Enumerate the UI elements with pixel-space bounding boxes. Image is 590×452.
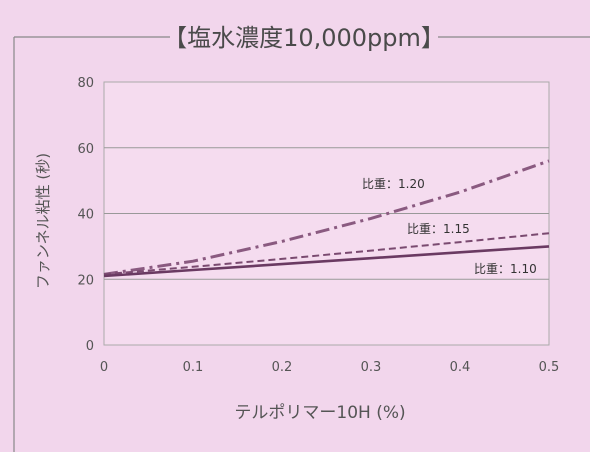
y-tick-label: 20 [77,273,94,288]
series-label-2: 比重：1.10 [474,262,537,276]
series-line-2 [103,245,550,278]
y-tick-label: 80 [77,76,94,91]
y-tick-label: 0 [86,339,94,354]
y-tick-label: 40 [77,208,94,223]
x-tick-label: 0.4 [450,360,471,375]
series-line-0 [103,159,550,276]
series-line-1 [103,232,550,276]
x-tick-label: 0.5 [539,360,560,375]
x-tick-label: 0.2 [272,360,293,375]
x-axis-label: テルポリマー10H (%) [234,403,405,423]
series-label-1: 比重：1.15 [407,222,470,236]
chart-title: 【塩水濃度10,000ppm】 [163,24,445,52]
x-tick-label: 0.1 [183,360,204,375]
x-tick-label: 0 [100,360,108,375]
y-axis-label: ファンネル粘性 (秒) [34,153,52,289]
x-tick-label: 0.3 [361,360,382,375]
y-tick-label: 60 [77,142,94,157]
series-label-0: 比重：1.20 [362,177,425,191]
plot-area: 0 20 40 60 80 0 0.1 0.2 0.3 0.4 0.5 比重：1.20 比重：1.15 比… [77,76,559,375]
